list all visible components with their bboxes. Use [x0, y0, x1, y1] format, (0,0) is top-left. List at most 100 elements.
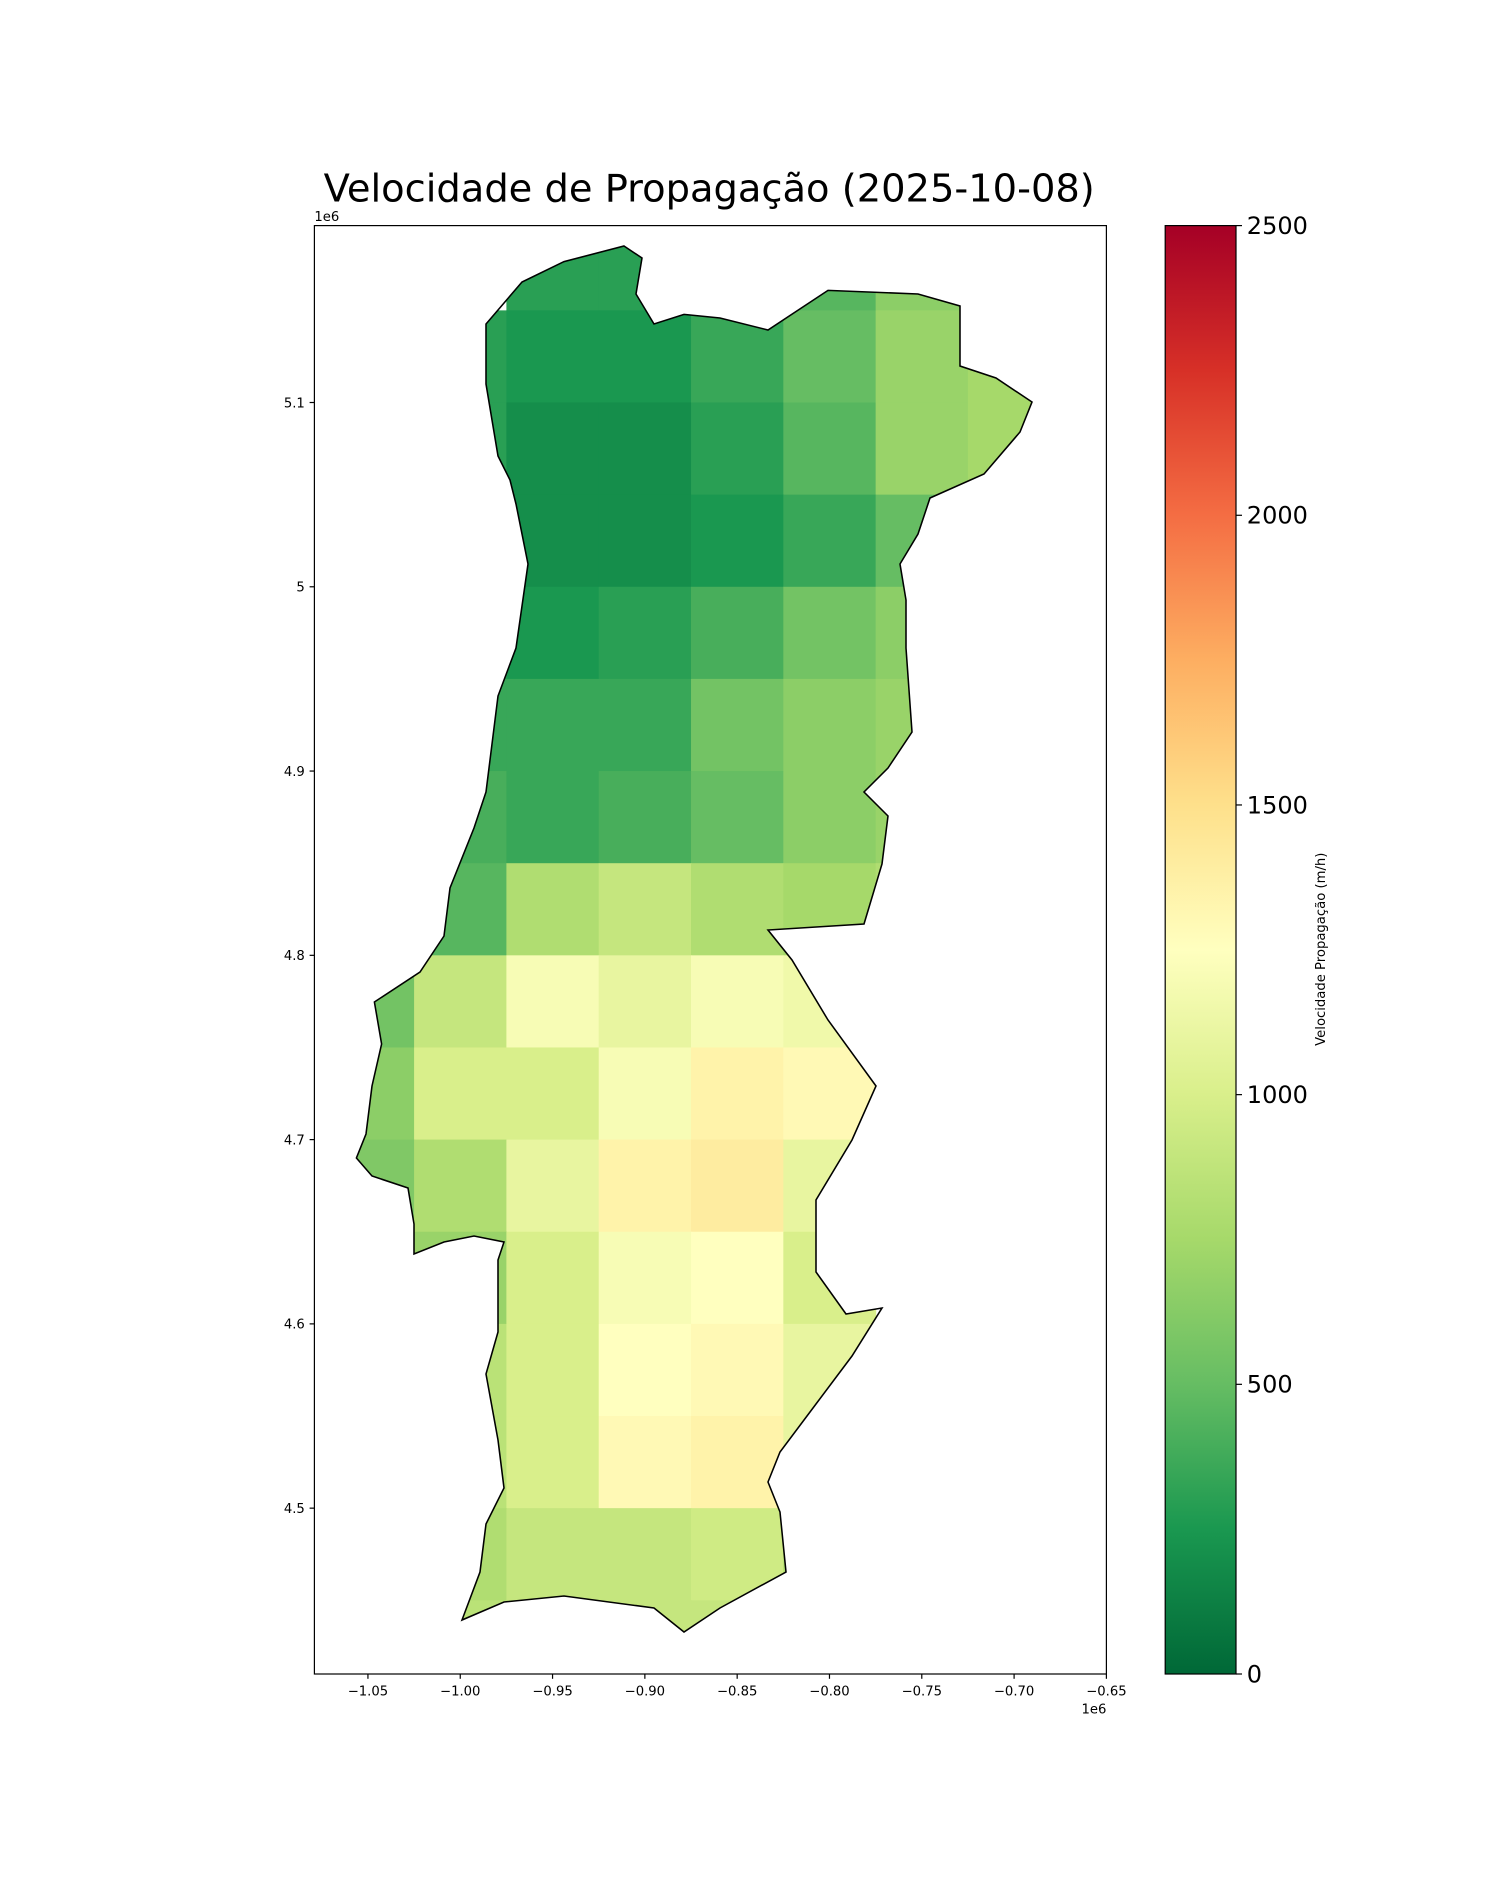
heat-cell: [783, 1323, 877, 1417]
colorbar-tick-label: 500: [1247, 1371, 1293, 1399]
heat-cell: [691, 246, 784, 311]
heat-cell: [414, 955, 507, 1049]
heat-cell: [691, 586, 784, 680]
y-tick-label: 4.8: [284, 949, 305, 964]
heat-cell: [598, 246, 692, 311]
heat-cell: [875, 771, 969, 864]
heat-cell: [414, 310, 507, 404]
heat-cell: [783, 402, 877, 496]
heat-cell: [506, 246, 600, 311]
heat-cell: [356, 1047, 415, 1141]
heat-cell: [783, 1139, 877, 1233]
heat-cell: [783, 678, 877, 772]
heat-cell: [506, 955, 600, 1049]
colorbar-tick-label: 1000: [1247, 1081, 1308, 1109]
heat-cell: [598, 1323, 692, 1417]
x-tick-label: −1.00: [440, 1685, 480, 1700]
heat-cell: [598, 1508, 692, 1601]
heat-cell: [783, 863, 877, 956]
heat-cell: [506, 310, 600, 404]
heat-cell: [875, 402, 969, 496]
colorbar-tick-label: 1500: [1247, 791, 1308, 819]
heat-cell: [598, 1231, 692, 1325]
heat-cell: [506, 402, 600, 496]
colorbar-label: Velocidade Propagação (m/h): [1314, 853, 1329, 1046]
heat-cell: [598, 1416, 692, 1509]
heat-cell: [783, 494, 877, 588]
heat-cell: [414, 586, 507, 680]
heat-cell: [691, 402, 784, 496]
heat-cell: [414, 1323, 507, 1417]
y-tick-label: 4.9: [284, 765, 305, 780]
x-offset-label: 1e6: [1081, 1703, 1106, 1718]
x-tick-label: −0.95: [532, 1685, 572, 1700]
heat-cell: [598, 1600, 692, 1633]
heat-cell: [691, 955, 784, 1049]
heat-cell: [414, 1600, 507, 1633]
y-tick-label: 5: [296, 581, 304, 596]
y-tick-label: 4.6: [284, 1318, 305, 1333]
y-tick-label: 4.7: [284, 1133, 305, 1148]
heat-cell: [598, 771, 692, 864]
heat-cell: [414, 863, 507, 956]
x-tick-label: −1.05: [348, 1685, 388, 1700]
heat-cell: [506, 1508, 600, 1601]
chart-title: Velocidade de Propagação (2025-10-08): [324, 167, 1095, 212]
heat-cell: [506, 1323, 600, 1417]
x-tick-label: −0.80: [809, 1685, 849, 1700]
x-tick-label: −0.75: [902, 1685, 942, 1700]
heat-cell: [875, 310, 969, 404]
heat-cell: [691, 310, 784, 404]
colorbar-tick-label: 2000: [1247, 502, 1308, 530]
colorbar: [1164, 225, 1237, 1675]
heat-cell: [356, 955, 415, 1049]
heat-cell: [783, 310, 877, 404]
y-tick-label: 4.5: [284, 1502, 305, 1517]
heat-cell: [691, 1231, 784, 1325]
heat-cell: [691, 1139, 784, 1233]
heat-cell: [967, 402, 1032, 496]
heat-cell: [783, 771, 877, 864]
colorbar-tick-label: 2500: [1247, 212, 1308, 240]
heat-cell: [691, 863, 784, 956]
heat-cell: [414, 678, 507, 772]
heat-cell: [414, 402, 507, 496]
heat-cell: [506, 678, 600, 772]
heat-cell: [506, 1047, 600, 1141]
heat-cell: [691, 1600, 784, 1633]
heat-cell: [414, 771, 507, 864]
heat-cell: [691, 678, 784, 772]
heat-cell: [598, 1047, 692, 1141]
heat-cell: [691, 771, 784, 864]
y-offset-label: 1e6: [314, 210, 339, 225]
heat-cell: [598, 678, 692, 772]
heat-cell: [598, 586, 692, 680]
heat-cell: [875, 246, 969, 311]
heat-cell: [414, 1047, 507, 1141]
heat-cell: [598, 494, 692, 588]
heat-cell: [414, 1416, 507, 1509]
heat-cell: [691, 494, 784, 588]
heat-cell: [506, 1416, 600, 1509]
heat-cell: [506, 863, 600, 956]
heat-cell: [598, 402, 692, 496]
heat-cell: [691, 1047, 784, 1141]
heat-cell: [598, 863, 692, 956]
heat-cell: [875, 586, 969, 680]
heatmap: [356, 246, 1032, 1633]
heat-cell: [783, 586, 877, 680]
heat-cell: [598, 310, 692, 404]
heat-cell: [506, 494, 600, 588]
x-tick-label: −0.70: [994, 1685, 1034, 1700]
heat-cell: [506, 771, 600, 864]
axes-frame: [313, 225, 1107, 1675]
heat-cell: [414, 1508, 507, 1601]
x-tick-label: −0.65: [1086, 1685, 1126, 1700]
heat-cell: [598, 955, 692, 1049]
heat-cell: [967, 310, 1032, 404]
heat-cell: [414, 494, 507, 588]
heat-cell: [598, 1139, 692, 1233]
heat-cell: [783, 246, 877, 311]
heat-cell: [875, 678, 969, 772]
